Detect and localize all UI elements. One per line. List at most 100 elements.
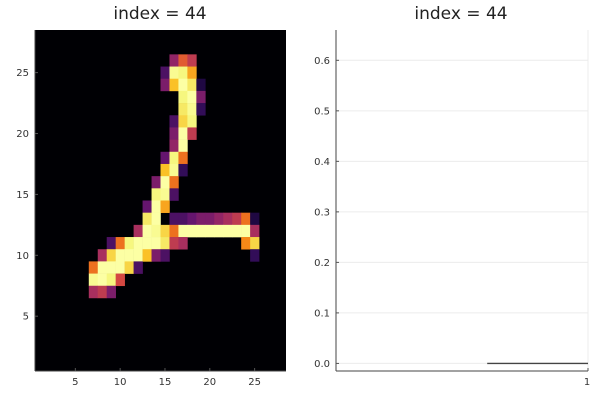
heatmap-cell xyxy=(106,285,116,299)
heatmap-cell xyxy=(169,115,179,128)
heatmap-cell xyxy=(169,163,179,177)
heatmap-cell xyxy=(160,176,170,189)
heatmap-cell xyxy=(241,224,251,238)
heatmap-cell xyxy=(205,224,215,238)
heatmap-cell xyxy=(169,78,179,92)
heatmap-cell xyxy=(178,78,188,92)
heatmap-cell xyxy=(169,127,179,140)
heatmap-cell xyxy=(151,237,161,250)
heatmap-cell xyxy=(124,261,134,274)
heatmap-cell xyxy=(169,176,179,189)
heatmap-cell xyxy=(178,54,188,67)
line-title: index = 44 xyxy=(414,4,507,24)
heatmap-cell xyxy=(97,261,108,274)
heatmap-panel: index = 44 5 10 15 20 25 5 10 15 20 25 xyxy=(16,4,286,388)
heatmap-cell xyxy=(106,261,116,274)
line-y-tick-label: 0.5 xyxy=(314,106,330,117)
heatmap-x-tick-label: 25 xyxy=(248,377,261,388)
heatmap-cell xyxy=(187,127,197,140)
heatmap-x-tick-label: 20 xyxy=(203,377,216,388)
heatmap-cell xyxy=(97,273,108,287)
heatmap-cell xyxy=(133,249,143,262)
heatmap-cell xyxy=(178,90,188,104)
heatmap-cell xyxy=(187,66,197,80)
heatmap-cell xyxy=(160,224,170,238)
heatmap-cell xyxy=(106,237,116,250)
heatmap-cell xyxy=(187,224,197,238)
heatmap-cell xyxy=(196,78,206,92)
line-y-tick-label: 0.6 xyxy=(314,56,330,67)
heatmap-cell xyxy=(178,139,188,153)
heatmap-cell xyxy=(115,261,125,274)
heatmap-cell xyxy=(124,237,134,250)
heatmap-cell xyxy=(223,224,233,238)
heatmap-cell xyxy=(178,212,188,226)
heatmap-cell xyxy=(178,115,188,128)
heatmap-cell xyxy=(88,273,99,287)
heatmap-cell xyxy=(250,249,260,262)
heatmap-cell xyxy=(133,261,143,274)
heatmap-cell xyxy=(187,103,197,116)
heatmap-cell xyxy=(232,224,242,238)
heatmap-cell xyxy=(169,66,179,80)
heatmap-cell xyxy=(160,66,170,80)
heatmap-cell xyxy=(115,273,125,287)
line-x-ticks: 1 xyxy=(584,368,590,388)
heatmap-cell xyxy=(250,212,260,226)
heatmap-cell xyxy=(250,224,260,238)
heatmap-cell xyxy=(151,188,161,201)
heatmap-cell xyxy=(133,224,143,238)
heatmap-cell xyxy=(187,90,197,104)
line-y-tick-label: 0.4 xyxy=(314,157,330,168)
heatmap-y-tick-label: 25 xyxy=(16,68,29,79)
heatmap-cell xyxy=(160,249,170,262)
line-y-tick-label: 0.3 xyxy=(314,207,330,218)
heatmap-cell xyxy=(160,237,170,250)
heatmap-cell xyxy=(169,237,179,250)
heatmap-title: index = 44 xyxy=(113,4,206,24)
heatmap-cell xyxy=(160,163,170,177)
heatmap-x-ticks: 5 10 15 20 25 xyxy=(72,368,261,388)
heatmap-y-tick-label: 20 xyxy=(16,129,29,140)
heatmap-cell xyxy=(169,224,179,238)
heatmap-cell xyxy=(178,127,188,140)
heatmap-cell xyxy=(151,200,161,213)
heatmap-cell xyxy=(169,151,179,165)
heatmap-cell xyxy=(214,212,224,226)
heatmap-cell xyxy=(160,200,170,213)
heatmap-cell xyxy=(142,237,152,250)
line-y-tick-label: 0.0 xyxy=(314,359,330,370)
line-panel: index = 44 1 0.0 0.1 0.2 0.3 0.4 0.5 0.6 xyxy=(314,4,590,388)
heatmap-cell xyxy=(178,224,188,238)
heatmap-x-tick-label: 5 xyxy=(72,377,78,388)
heatmap-cell xyxy=(250,237,260,250)
heatmap-cell xyxy=(151,249,161,262)
heatmap-cell xyxy=(187,78,197,92)
heatmap-cell xyxy=(223,212,233,226)
heatmap-cell xyxy=(151,212,161,226)
heatmap-x-tick-label: 15 xyxy=(159,377,172,388)
line-y-ticks: 0.0 0.1 0.2 0.3 0.4 0.5 0.6 xyxy=(314,56,339,370)
heatmap-cell xyxy=(178,151,188,165)
heatmap-cell xyxy=(142,224,152,238)
heatmap-cell xyxy=(106,249,116,262)
line-gridlines xyxy=(336,30,589,371)
heatmap-cell xyxy=(196,103,206,116)
heatmap-cell xyxy=(205,212,215,226)
heatmap-cells xyxy=(88,54,260,299)
heatmap-cell xyxy=(178,66,188,80)
heatmap-y-ticks: 5 10 15 20 25 xyxy=(16,68,38,323)
heatmap-cell xyxy=(178,237,188,250)
heatmap-cell xyxy=(169,212,179,226)
heatmap-cell xyxy=(115,237,125,250)
heatmap-cell xyxy=(169,54,179,67)
heatmap-cell xyxy=(88,261,99,274)
heatmap-cell xyxy=(97,249,108,262)
heatmap-cell xyxy=(142,212,152,226)
heatmap-cell xyxy=(169,188,179,201)
heatmap-cell xyxy=(160,188,170,201)
heatmap-cell xyxy=(151,176,161,189)
heatmap-cell xyxy=(241,237,251,250)
heatmap-cell xyxy=(115,249,125,262)
